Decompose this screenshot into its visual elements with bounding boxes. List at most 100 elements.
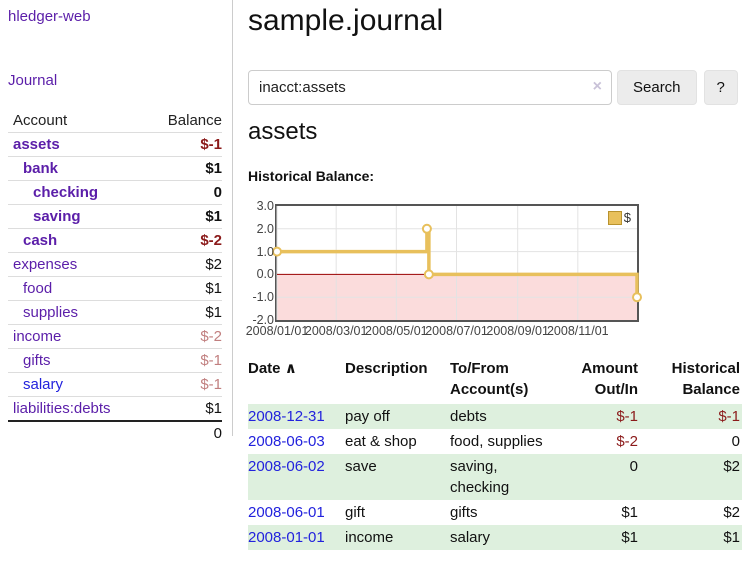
account-link[interactable]: cash bbox=[23, 232, 58, 249]
transaction-description-cell: pay off bbox=[345, 408, 390, 425]
account-balance: $1 bbox=[147, 396, 222, 421]
transaction-date-link[interactable]: 2008-06-03 bbox=[248, 433, 325, 450]
historical-balance-chart: $ 3.0 2.0 1.0 0.0 -1.0 -2.0 2008/01/01 2008/03… bbox=[246, 196, 742, 346]
account-link[interactable]: salary bbox=[23, 376, 64, 393]
accounts-column-header: To/From Account(s) bbox=[450, 360, 529, 398]
account-link[interactable]: checking bbox=[33, 184, 99, 201]
y-axis-tick: 1.0 bbox=[256, 244, 274, 259]
transaction-amount-cell: $1 bbox=[621, 529, 638, 546]
transaction-amount-cell: $1 bbox=[621, 504, 638, 521]
transaction-description-cell: eat & shop bbox=[345, 433, 417, 450]
transaction-amount-cell: 0 bbox=[629, 458, 638, 475]
x-axis-tick: 2008/07/01 bbox=[425, 324, 488, 338]
account-row: liabilities:debts $1 bbox=[8, 396, 222, 421]
total-row: 0 bbox=[8, 420, 222, 445]
transaction-date-link[interactable]: 2008-01-01 bbox=[248, 529, 325, 546]
account-row: bank $1 bbox=[8, 156, 222, 181]
transaction-amount-cell: $-2 bbox=[616, 433, 638, 450]
account-link[interactable]: income bbox=[13, 328, 62, 345]
account-balance: $-1 bbox=[147, 132, 222, 157]
y-axis-tick: 3.0 bbox=[256, 199, 274, 213]
chart-plot-area: $ 3.0 2.0 1.0 0.0 -1.0 -2.0 bbox=[252, 199, 642, 327]
account-link[interactable]: liabilities:debts bbox=[13, 400, 111, 417]
account-link[interactable]: saving bbox=[33, 208, 81, 225]
transaction-accounts-cell: saving, checking bbox=[450, 458, 510, 496]
main-content: sample.journal × Search ? assets Histori… bbox=[246, 0, 742, 582]
transaction-balance-cell: $1 bbox=[723, 529, 740, 546]
transaction-date-link[interactable]: 2008-12-31 bbox=[248, 408, 325, 425]
search-button[interactable]: Search bbox=[617, 70, 697, 105]
page-title: sample.journal bbox=[248, 4, 444, 37]
register-row: 2008-01-01 income salary $1 $1 bbox=[248, 525, 742, 550]
app-title-link[interactable]: hledger-web bbox=[8, 8, 91, 25]
transaction-amount-cell: $-1 bbox=[616, 408, 638, 425]
x-axis-tick: 2008/05/01 bbox=[365, 324, 428, 338]
account-link[interactable]: assets bbox=[13, 136, 60, 153]
clear-search-icon[interactable]: × bbox=[592, 78, 602, 95]
account-row: cash $-2 bbox=[8, 228, 222, 253]
account-balance: 0 bbox=[147, 180, 222, 205]
description-column-header: Description bbox=[345, 360, 428, 377]
date-column-header[interactable]: Date ∧ bbox=[248, 360, 297, 377]
account-balance: $-1 bbox=[147, 348, 222, 373]
amount-column-header: Amount Out/In bbox=[581, 360, 638, 398]
account-row: food $1 bbox=[8, 276, 222, 301]
account-balance: $2 bbox=[147, 252, 222, 277]
chart-title: Historical Balance: bbox=[248, 168, 375, 184]
transaction-balance-cell: $2 bbox=[723, 504, 740, 521]
account-heading: assets bbox=[248, 118, 318, 145]
y-axis-tick: -2.0 bbox=[252, 313, 274, 327]
help-button[interactable]: ? bbox=[703, 70, 738, 105]
transaction-description-cell: gift bbox=[345, 504, 366, 521]
account-column-header: Account bbox=[13, 112, 68, 129]
account-link[interactable]: bank bbox=[23, 160, 59, 177]
account-row: gifts $-1 bbox=[8, 348, 222, 373]
transaction-date-link[interactable]: 2008-06-02 bbox=[248, 458, 325, 475]
account-balance: $-1 bbox=[147, 372, 222, 397]
register-row: 2008-12-31 pay off debts $-1 $-1 bbox=[248, 404, 742, 429]
transaction-balance-cell: $2 bbox=[723, 458, 740, 475]
account-balance: $-2 bbox=[147, 324, 222, 349]
transaction-date-cell: 2008-06-03 bbox=[248, 429, 345, 454]
account-link[interactable]: food bbox=[23, 280, 53, 297]
register-row: 2008-06-03 eat & shop food, supplies $-2 0 bbox=[248, 429, 742, 454]
register-row: 2008-06-01 gift gifts $1 $2 bbox=[248, 500, 742, 525]
transaction-description-cell: income bbox=[345, 529, 394, 546]
account-balance: $1 bbox=[147, 156, 222, 181]
account-link[interactable]: gifts bbox=[23, 352, 51, 369]
account-row: income $-2 bbox=[8, 324, 222, 349]
transaction-accounts-cell: gifts bbox=[450, 504, 478, 521]
transaction-date-link[interactable]: 2008-06-01 bbox=[248, 504, 325, 521]
account-row: supplies $1 bbox=[8, 300, 222, 325]
transaction-description-cell: save bbox=[345, 458, 377, 475]
transaction-accounts-cell: debts bbox=[450, 408, 487, 425]
account-balance: $1 bbox=[147, 300, 222, 325]
x-axis-tick: 2008/09/01 bbox=[486, 324, 549, 338]
total-balance: 0 bbox=[147, 420, 222, 445]
search-input[interactable] bbox=[248, 70, 612, 105]
y-axis-tick: 0.0 bbox=[256, 267, 274, 282]
search-form: × Search ? bbox=[248, 70, 738, 105]
legend-swatch bbox=[607, 210, 622, 225]
transaction-date-cell: 2008-01-01 bbox=[248, 525, 345, 550]
account-row: checking 0 bbox=[8, 180, 222, 205]
y-axis-tick: 2.0 bbox=[256, 221, 274, 236]
transaction-accounts-cell: food, supplies bbox=[450, 433, 543, 450]
sidebar-item-journal[interactable]: Journal bbox=[8, 72, 58, 89]
search-input-wrapper: × bbox=[248, 70, 612, 105]
transaction-accounts-cell: salary bbox=[450, 529, 491, 546]
account-row: expenses $2 bbox=[8, 252, 222, 277]
register-table: Date ∧ Description To/From Account(s) Am… bbox=[248, 356, 742, 550]
transaction-date-cell: 2008-06-02 bbox=[248, 454, 345, 500]
account-balance: $1 bbox=[147, 204, 222, 229]
y-axis-tick: -1.0 bbox=[252, 290, 274, 305]
account-balance: $1 bbox=[147, 276, 222, 301]
x-axis-tick: 2008/11/01 bbox=[546, 324, 609, 338]
x-axis-tick: 2008/03/01 bbox=[304, 324, 368, 338]
register-row: 2008-06-02 save saving, checking 0 $2 bbox=[248, 454, 742, 500]
x-axis-tick: 2008/01/01 bbox=[245, 324, 309, 338]
account-balance: $-2 bbox=[147, 228, 222, 253]
account-link[interactable]: supplies bbox=[23, 304, 79, 321]
sidebar: hledger-web Journal Account Balance asse… bbox=[0, 0, 233, 445]
account-link[interactable]: expenses bbox=[13, 256, 78, 273]
